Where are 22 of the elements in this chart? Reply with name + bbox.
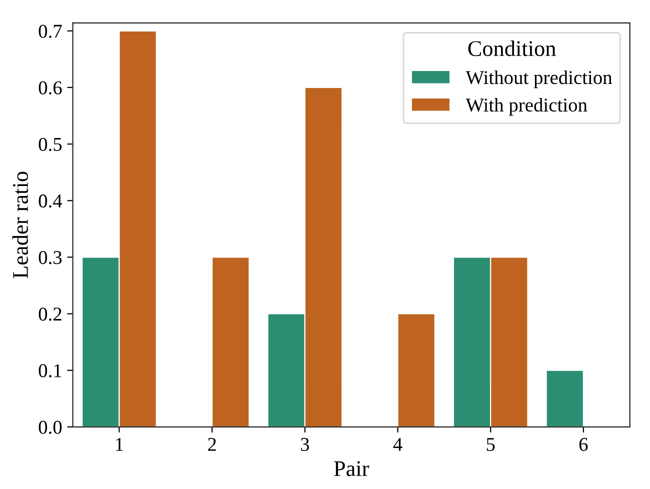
- x-tick-label: 1: [116, 438, 123, 451]
- y-tick-label: 0.6: [38, 81, 62, 94]
- y-tick-label: 0.3: [38, 251, 62, 264]
- legend-label: Without prediction: [466, 70, 612, 88]
- y-tick-label: 0.7: [38, 24, 62, 38]
- y-axis-title: Leader ratio: [12, 172, 28, 278]
- bar: [397, 313, 436, 427]
- bar: [546, 370, 584, 427]
- y-tick-label: 0.1: [38, 364, 62, 378]
- y-tick-label: 0.0: [38, 420, 62, 434]
- x-axis-title: Pair: [334, 461, 370, 476]
- x-tick-label: 3: [300, 438, 310, 451]
- x-tick-label: 2: [208, 438, 216, 451]
- x-tick-label: 5: [486, 438, 495, 451]
- legend-title: Condition: [468, 40, 556, 56]
- legend-label: With prediction: [466, 98, 588, 116]
- y-tick-label: 0.4: [38, 194, 62, 208]
- bar: [212, 256, 250, 427]
- x-tick-label: 6: [579, 438, 588, 451]
- y-tick-label: 0.5: [38, 138, 62, 152]
- x-tick-label: 4: [393, 438, 402, 451]
- y-tick-label: 0.2: [38, 308, 62, 321]
